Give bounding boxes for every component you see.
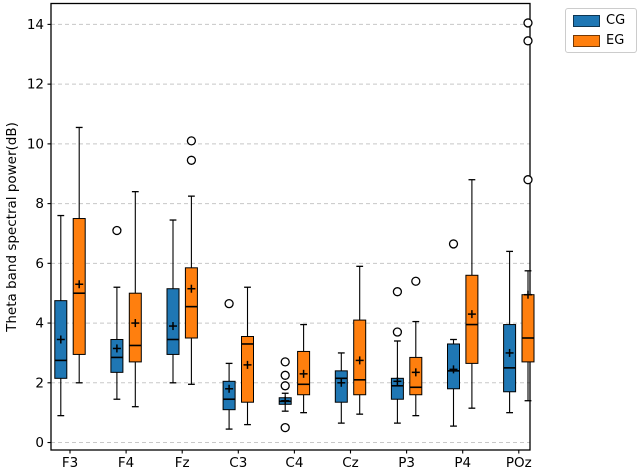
y-axis-label: Theta band spectral power(dB): [4, 122, 20, 332]
box-CG-C4-outlier: [280, 370, 290, 380]
box-CG-POz: [503, 324, 517, 393]
x-tick-label-F4: F4: [118, 455, 134, 471]
box-CG-P4-outlier: [448, 239, 459, 249]
box-CG-C4-outlier: [280, 381, 290, 391]
box-EG-P3-outlier: [411, 276, 421, 286]
x-tick-label-Cz: Cz: [342, 455, 359, 471]
y-tick-label-6: 6: [35, 256, 44, 272]
legend: CG EG: [565, 8, 637, 53]
box-CG-P3-outlier: [392, 327, 403, 337]
legend-label-eg: EG: [606, 33, 625, 48]
legend-label-cg: CG: [606, 13, 626, 28]
box-EG-C3: [241, 336, 254, 403]
box-CG-F4: [110, 338, 124, 373]
box-EG-F4: [128, 292, 142, 363]
box-EG-POz-outlier: [523, 36, 533, 46]
box-CG-F4-outlier: [112, 225, 122, 236]
legend-item-cg: CG: [573, 14, 630, 27]
y-tick-label-8: 8: [35, 196, 44, 212]
x-tick-label-Fz: Fz: [175, 455, 190, 471]
x-tick-label-C4: C4: [285, 455, 303, 471]
x-tick-label-P4: P4: [454, 455, 471, 471]
box-EG-Fz: [184, 267, 198, 339]
x-tick-label-POz: POz: [506, 455, 532, 471]
box-EG-POz-outlier: [523, 18, 533, 28]
box-CG-Fz: [166, 288, 180, 355]
y-tick-label-4: 4: [35, 316, 44, 332]
box-EG-POz: [521, 294, 535, 363]
y-tick-label-10: 10: [27, 136, 44, 152]
box-EG-P4: [465, 274, 479, 364]
box-CG-C4-outlier: [280, 422, 290, 433]
box-EG-POz-outlier: [523, 175, 533, 185]
box-CG-C3-outlier: [224, 299, 234, 309]
eg-color-swatch: [573, 34, 600, 47]
box-EG-Fz-outlier: [186, 155, 197, 165]
y-tick-label-0: 0: [35, 435, 44, 451]
box-CG-C4-outlier: [280, 357, 290, 367]
legend-item-eg: EG: [573, 34, 630, 47]
box-EG-Fz-outlier: [186, 136, 197, 146]
box-CG-P3-outlier: [392, 287, 403, 297]
plot-frame: [50, 2, 531, 451]
x-tick-label-F3: F3: [62, 455, 78, 471]
x-tick-label-P3: P3: [398, 455, 415, 471]
cg-color-swatch: [573, 14, 600, 27]
y-tick-label-2: 2: [35, 375, 44, 391]
x-tick-label-C3: C3: [229, 455, 247, 471]
y-tick-label-14: 14: [27, 17, 44, 33]
y-tick-label-12: 12: [27, 77, 44, 93]
